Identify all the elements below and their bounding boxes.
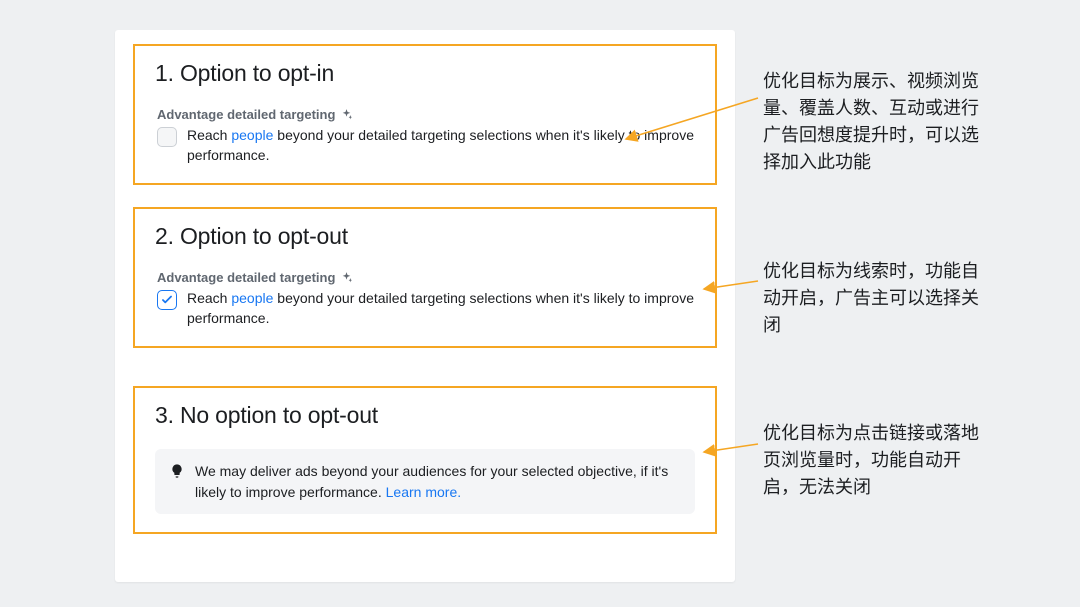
panel-opt-in: 1. Option to opt-in Advantage detailed t… xyxy=(133,44,717,185)
advantage-label: Advantage detailed targeting xyxy=(155,107,695,122)
optin-checkbox[interactable] xyxy=(157,127,177,147)
people-link[interactable]: people xyxy=(231,290,273,306)
checkbox-text: Reach people beyond your detailed target… xyxy=(187,126,695,165)
learn-more-link[interactable]: Learn more. xyxy=(386,484,461,500)
annotation-3: 优化目标为点击链接或落地页浏览量时，功能自动开启，无法关闭 xyxy=(763,420,983,501)
lightbulb-icon xyxy=(169,463,185,479)
annotation-1: 优化目标为展示、视频浏览量、覆盖人数、互动或进行广告回想度提升时，可以选择加入此… xyxy=(763,68,983,176)
info-box: We may deliver ads beyond your audiences… xyxy=(155,449,695,514)
panel-title: 1. Option to opt-in xyxy=(155,60,695,87)
info-text: We may deliver ads beyond your audiences… xyxy=(195,461,681,502)
check-icon xyxy=(160,293,174,307)
checkbox-text: Reach people beyond your detailed target… xyxy=(187,289,695,328)
advantage-label: Advantage detailed targeting xyxy=(155,270,695,285)
advantage-label-text: Advantage detailed targeting xyxy=(157,270,335,285)
annotation-2: 优化目标为线索时，功能自动开启，广告主可以选择关闭 xyxy=(763,258,983,339)
sparkle-icon xyxy=(340,108,353,121)
optout-checkbox[interactable] xyxy=(157,290,177,310)
screenshot-card: 1. Option to opt-in Advantage detailed t… xyxy=(115,30,735,582)
sparkle-icon xyxy=(340,271,353,284)
checkbox-row: Reach people beyond your detailed target… xyxy=(155,289,695,328)
advantage-label-text: Advantage detailed targeting xyxy=(157,107,335,122)
people-link[interactable]: people xyxy=(231,127,273,143)
panel-title: 3. No option to opt-out xyxy=(155,402,695,429)
checkbox-row: Reach people beyond your detailed target… xyxy=(155,126,695,165)
panel-opt-out: 2. Option to opt-out Advantage detailed … xyxy=(133,207,717,348)
text-pre: Reach xyxy=(187,290,231,306)
panel-title: 2. Option to opt-out xyxy=(155,223,695,250)
panel-no-optout: 3. No option to opt-out We may deliver a… xyxy=(133,386,717,534)
text-pre: Reach xyxy=(187,127,231,143)
